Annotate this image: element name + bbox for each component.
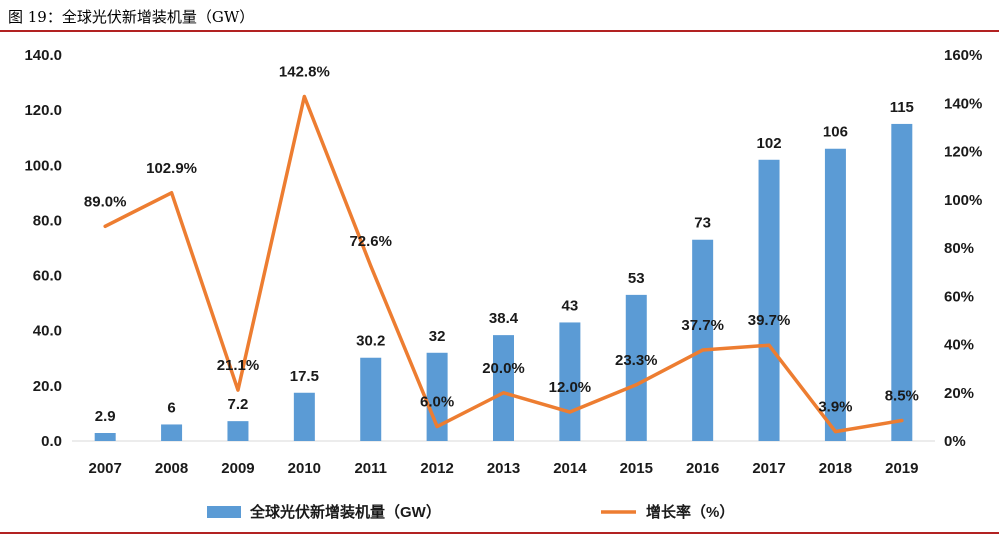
y-right-tick-label: 40% — [944, 337, 974, 354]
line-data-label: 23.3% — [615, 352, 658, 369]
legend-swatch-bars — [207, 506, 241, 518]
x-tick-label: 2010 — [288, 460, 321, 477]
line-point — [701, 348, 705, 352]
bar — [824, 148, 846, 441]
line-point — [170, 191, 174, 195]
x-tick-label: 2007 — [89, 460, 122, 477]
x-tick-label: 2009 — [221, 460, 254, 477]
y-right-tick-label: 20% — [944, 385, 974, 402]
line-data-label: 102.9% — [146, 160, 197, 177]
legend-label-line: 增长率（%） — [646, 503, 734, 521]
y-left-tick-label: 140.0 — [24, 47, 62, 64]
line-point — [502, 391, 505, 395]
x-tick-label: 2016 — [686, 460, 719, 477]
y-right-tick-label: 120% — [944, 144, 982, 161]
x-tick-label: 2018 — [819, 460, 852, 477]
x-tick-label: 2015 — [620, 460, 653, 477]
line-point — [900, 418, 904, 422]
line-data-label: 6.0% — [420, 394, 454, 411]
bar-data-label: 38.4 — [489, 310, 519, 327]
x-tick-label: 2008 — [155, 460, 188, 477]
bar — [692, 239, 714, 441]
line-data-label: 72.6% — [349, 233, 392, 250]
bar — [891, 123, 913, 441]
bar — [161, 424, 183, 441]
line-data-label: 89.0% — [84, 193, 127, 210]
line-data-label: 37.7% — [681, 317, 724, 334]
line-point — [103, 224, 107, 228]
bar-data-label: 2.9 — [95, 408, 116, 425]
line-point — [302, 94, 306, 98]
bar-data-label: 43 — [562, 297, 579, 314]
bar-data-label: 73 — [694, 215, 711, 232]
bar-data-label: 32 — [429, 328, 446, 345]
bar — [758, 159, 780, 441]
bar-data-label: 53 — [628, 270, 645, 287]
legend-label-bars: 全球光伏新增装机量（GW） — [249, 503, 441, 521]
line-point — [435, 425, 439, 429]
y-right-tick-label: 140% — [944, 95, 982, 112]
y-left-tick-label: 40.0 — [33, 323, 62, 340]
bar-data-label: 6 — [167, 399, 175, 416]
x-tick-label: 2013 — [487, 460, 520, 477]
bar-data-label: 7.2 — [228, 396, 249, 413]
line-data-label: 12.0% — [549, 379, 592, 396]
y-right-tick-label: 80% — [944, 240, 974, 257]
y-right-tick-label: 60% — [944, 288, 974, 305]
line-data-label: 142.8% — [279, 63, 330, 80]
y-left-tick-label: 60.0 — [33, 268, 62, 285]
x-tick-label: 2012 — [420, 460, 453, 477]
figure-caption: 图 19：全球光伏新增装机量（GW） — [8, 8, 255, 26]
caption-rule — [0, 30, 999, 32]
bottom-rule — [0, 532, 999, 534]
bar — [293, 392, 315, 441]
x-tick-label: 2014 — [553, 460, 587, 477]
x-tick-label: 2019 — [885, 460, 918, 477]
y-right-tick-label: 160% — [944, 47, 982, 64]
line-point — [568, 410, 572, 414]
bar — [360, 357, 382, 441]
bar — [227, 421, 249, 441]
y-left-tick-label: 80.0 — [33, 212, 62, 229]
x-tick-label: 2011 — [354, 460, 387, 477]
y-left-tick-label: 20.0 — [33, 378, 62, 395]
line-data-label: 3.9% — [818, 399, 852, 416]
y-left-tick-label: 120.0 — [24, 102, 62, 119]
y-right-tick-label: 100% — [944, 192, 982, 209]
x-tick-label: 2017 — [752, 460, 785, 477]
bar — [94, 433, 116, 441]
line-point — [833, 430, 837, 434]
line-point — [369, 264, 373, 268]
bar-data-label: 106 — [823, 124, 848, 141]
line-point — [634, 383, 638, 387]
bar — [493, 335, 514, 441]
line-point — [236, 388, 240, 392]
bar-data-label: 115 — [890, 99, 914, 116]
line-data-label: 20.0% — [482, 360, 525, 377]
y-right-tick-label: 0% — [944, 433, 966, 450]
bar — [625, 294, 647, 441]
line-point — [767, 343, 771, 347]
y-left-tick-label: 0.0 — [41, 433, 62, 450]
y-left-tick-label: 100.0 — [24, 157, 62, 174]
line-data-label: 39.7% — [748, 312, 791, 329]
line-data-label: 21.1% — [217, 357, 260, 374]
bar — [426, 352, 448, 441]
bar-data-label: 30.2 — [356, 333, 385, 350]
bar-data-label: 102 — [757, 135, 782, 152]
line-data-label: 8.5% — [885, 387, 919, 404]
bar-data-label: 17.5 — [290, 368, 319, 385]
